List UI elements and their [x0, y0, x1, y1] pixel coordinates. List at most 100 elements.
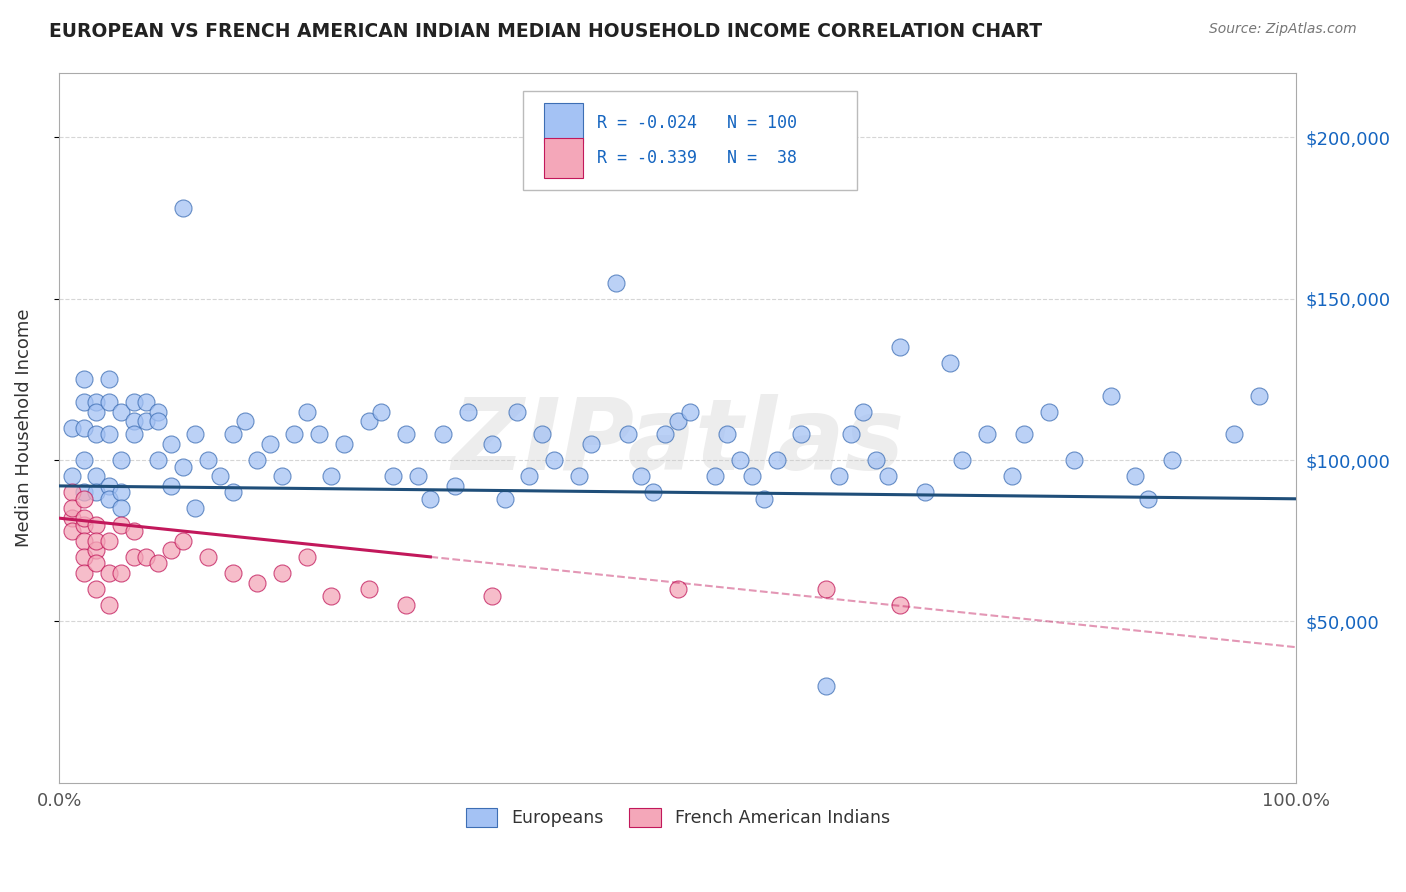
Point [110, 485, 132, 500]
Point [370, 405, 392, 419]
Point [519, 469, 541, 483]
Point [60, 524, 83, 538]
Point [568, 469, 591, 483]
Point [321, 589, 343, 603]
Point [60, 501, 83, 516]
Point [827, 469, 849, 483]
Point [172, 202, 194, 216]
Point [877, 469, 900, 483]
Point [86, 517, 108, 532]
Text: EUROPEAN VS FRENCH AMERICAN INDIAN MEDIAN HOUSEHOLD INCOME CORRELATION CHART: EUROPEAN VS FRENCH AMERICAN INDIAN MEDIA… [49, 22, 1042, 41]
Point [73, 372, 96, 386]
Point [617, 427, 640, 442]
Point [122, 414, 145, 428]
Point [60, 469, 83, 483]
Point [1247, 388, 1270, 402]
Point [259, 437, 281, 451]
Point [950, 453, 973, 467]
Point [97, 566, 120, 580]
Point [135, 549, 157, 564]
Point [172, 533, 194, 548]
Point [159, 543, 181, 558]
Point [97, 479, 120, 493]
Point [197, 453, 219, 467]
Point [86, 395, 108, 409]
Point [172, 459, 194, 474]
Point [506, 405, 529, 419]
Point [97, 427, 120, 442]
Point [728, 453, 751, 467]
Point [97, 491, 120, 506]
Point [246, 575, 269, 590]
Point [481, 589, 503, 603]
Point [73, 485, 96, 500]
FancyBboxPatch shape [544, 103, 582, 143]
Point [73, 533, 96, 548]
Point [839, 427, 862, 442]
Point [233, 414, 256, 428]
Point [86, 543, 108, 558]
Point [86, 427, 108, 442]
Point [976, 427, 998, 442]
Point [122, 427, 145, 442]
Point [159, 479, 181, 493]
Point [135, 395, 157, 409]
Point [654, 427, 676, 442]
Point [357, 414, 380, 428]
Point [86, 557, 108, 571]
Point [790, 427, 813, 442]
Point [122, 395, 145, 409]
Point [395, 599, 418, 613]
Point [221, 485, 243, 500]
Point [184, 501, 207, 516]
Point [295, 549, 318, 564]
Point [666, 582, 689, 596]
Point [110, 405, 132, 419]
Point [382, 469, 405, 483]
Point [754, 491, 776, 506]
Point [86, 582, 108, 596]
Point [97, 395, 120, 409]
Point [221, 566, 243, 580]
Point [295, 405, 318, 419]
Point [889, 340, 911, 354]
Point [73, 421, 96, 435]
Point [271, 469, 294, 483]
Text: R = -0.339   N =  38: R = -0.339 N = 38 [598, 149, 797, 167]
Point [271, 566, 294, 580]
Point [679, 405, 702, 419]
Point [494, 491, 516, 506]
Point [110, 566, 132, 580]
Point [148, 453, 170, 467]
Point [395, 427, 418, 442]
Point [86, 485, 108, 500]
Point [110, 453, 132, 467]
Legend: Europeans, French American Indians: Europeans, French American Indians [458, 801, 897, 834]
Point [1063, 453, 1085, 467]
Point [852, 405, 875, 419]
Point [419, 491, 441, 506]
Point [110, 501, 132, 516]
Point [86, 405, 108, 419]
Point [579, 437, 602, 451]
Point [815, 582, 838, 596]
Point [481, 437, 503, 451]
Point [148, 557, 170, 571]
Point [716, 427, 738, 442]
Point [321, 469, 343, 483]
Point [815, 679, 838, 693]
Point [889, 599, 911, 613]
Point [97, 372, 120, 386]
Point [1038, 405, 1060, 419]
Point [159, 437, 181, 451]
Point [209, 469, 232, 483]
Point [457, 405, 479, 419]
Point [86, 533, 108, 548]
Point [765, 453, 787, 467]
Point [184, 427, 207, 442]
Point [73, 453, 96, 467]
Point [246, 453, 269, 467]
Point [60, 485, 83, 500]
Point [1012, 427, 1035, 442]
FancyBboxPatch shape [523, 91, 858, 190]
